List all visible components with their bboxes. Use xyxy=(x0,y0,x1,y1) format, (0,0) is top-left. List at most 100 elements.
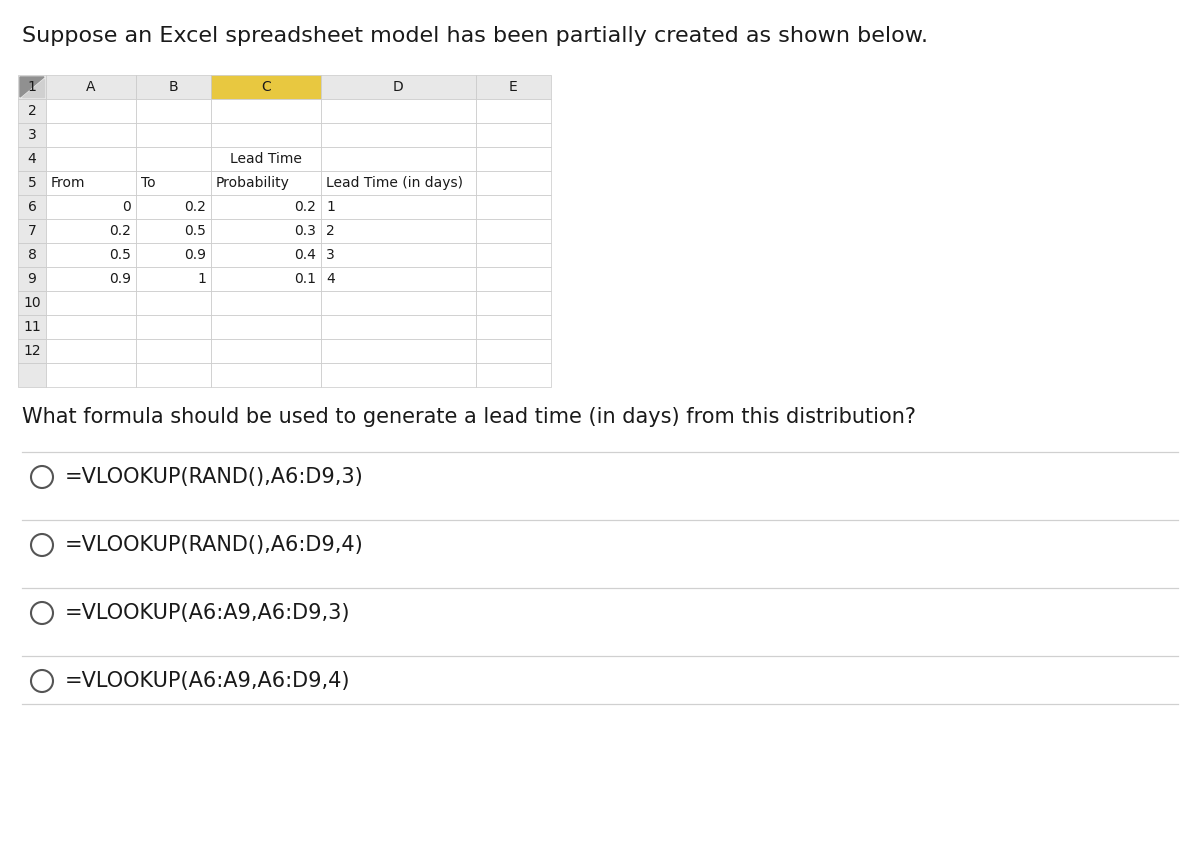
Bar xyxy=(476,291,551,315)
Bar xyxy=(46,99,136,123)
Bar xyxy=(476,339,551,363)
Text: From: From xyxy=(50,176,85,190)
Text: 0.3: 0.3 xyxy=(294,224,316,238)
Bar xyxy=(136,123,211,147)
Text: =VLOOKUP(A6:A9,A6:D9,3): =VLOOKUP(A6:A9,A6:D9,3) xyxy=(65,603,350,623)
Text: 0.2: 0.2 xyxy=(294,200,316,214)
Text: 0.5: 0.5 xyxy=(184,224,206,238)
Bar xyxy=(211,219,322,243)
Bar xyxy=(18,267,46,291)
Bar xyxy=(18,339,46,363)
Bar xyxy=(18,195,46,219)
Text: 0: 0 xyxy=(122,200,131,214)
Text: Lead Time (in days): Lead Time (in days) xyxy=(326,176,463,190)
Text: =VLOOKUP(A6:A9,A6:D9,4): =VLOOKUP(A6:A9,A6:D9,4) xyxy=(65,671,350,691)
Bar xyxy=(211,267,322,291)
Bar xyxy=(322,291,476,315)
Bar xyxy=(211,99,322,123)
Bar xyxy=(211,291,322,315)
Bar xyxy=(211,243,322,267)
Text: 0.5: 0.5 xyxy=(109,248,131,262)
Bar xyxy=(322,243,476,267)
Text: 10: 10 xyxy=(23,296,41,310)
Bar xyxy=(46,291,136,315)
Text: =VLOOKUP(RAND(),A6:D9,4): =VLOOKUP(RAND(),A6:D9,4) xyxy=(65,535,364,555)
Bar xyxy=(211,75,322,99)
Bar xyxy=(322,147,476,171)
Bar xyxy=(18,99,46,123)
Text: To: To xyxy=(142,176,156,190)
Text: E: E xyxy=(509,80,518,94)
Bar xyxy=(136,315,211,339)
Polygon shape xyxy=(22,79,44,97)
Bar xyxy=(476,267,551,291)
Bar xyxy=(476,243,551,267)
Bar xyxy=(211,363,322,387)
Bar xyxy=(18,291,46,315)
Bar xyxy=(46,123,136,147)
Bar xyxy=(476,315,551,339)
Text: 0.9: 0.9 xyxy=(184,248,206,262)
Bar xyxy=(18,219,46,243)
Bar xyxy=(476,171,551,195)
Bar xyxy=(18,147,46,171)
Bar xyxy=(46,147,136,171)
Text: 1: 1 xyxy=(326,200,335,214)
Bar xyxy=(211,123,322,147)
Text: B: B xyxy=(169,80,179,94)
Bar xyxy=(18,123,46,147)
Bar xyxy=(476,219,551,243)
Text: 0.4: 0.4 xyxy=(294,248,316,262)
Text: 0.2: 0.2 xyxy=(109,224,131,238)
Bar xyxy=(322,99,476,123)
Text: Probability: Probability xyxy=(216,176,290,190)
Bar xyxy=(46,75,136,99)
Bar xyxy=(136,75,211,99)
Polygon shape xyxy=(20,77,44,97)
Bar xyxy=(136,219,211,243)
Text: =VLOOKUP(RAND(),A6:D9,3): =VLOOKUP(RAND(),A6:D9,3) xyxy=(65,467,364,487)
Text: 8: 8 xyxy=(28,248,36,262)
Bar xyxy=(476,123,551,147)
Bar xyxy=(136,363,211,387)
Text: 4: 4 xyxy=(326,272,335,286)
Text: 12: 12 xyxy=(23,344,41,358)
Bar xyxy=(136,339,211,363)
Bar xyxy=(46,267,136,291)
Bar xyxy=(136,243,211,267)
Bar xyxy=(136,147,211,171)
Bar xyxy=(46,171,136,195)
Bar xyxy=(46,195,136,219)
Bar xyxy=(211,315,322,339)
Bar xyxy=(476,363,551,387)
Text: A: A xyxy=(86,80,96,94)
Text: 2: 2 xyxy=(28,104,36,118)
Text: 2: 2 xyxy=(326,224,335,238)
Text: 11: 11 xyxy=(23,320,41,334)
Bar xyxy=(322,267,476,291)
Text: 0.9: 0.9 xyxy=(109,272,131,286)
Bar xyxy=(136,171,211,195)
Text: 1: 1 xyxy=(28,80,36,94)
Bar xyxy=(322,339,476,363)
Text: 6: 6 xyxy=(28,200,36,214)
Text: 9: 9 xyxy=(28,272,36,286)
Bar xyxy=(476,147,551,171)
Text: 3: 3 xyxy=(326,248,335,262)
Bar xyxy=(46,243,136,267)
Bar xyxy=(46,339,136,363)
Bar xyxy=(46,219,136,243)
Bar xyxy=(322,195,476,219)
Text: 0.1: 0.1 xyxy=(294,272,316,286)
Text: C: C xyxy=(262,80,271,94)
Bar xyxy=(46,363,136,387)
Bar xyxy=(211,339,322,363)
Bar xyxy=(322,363,476,387)
Bar xyxy=(322,171,476,195)
Text: 7: 7 xyxy=(28,224,36,238)
Bar xyxy=(322,219,476,243)
Bar xyxy=(18,171,46,195)
Bar xyxy=(211,171,322,195)
Text: 3: 3 xyxy=(28,128,36,142)
Text: 5: 5 xyxy=(28,176,36,190)
